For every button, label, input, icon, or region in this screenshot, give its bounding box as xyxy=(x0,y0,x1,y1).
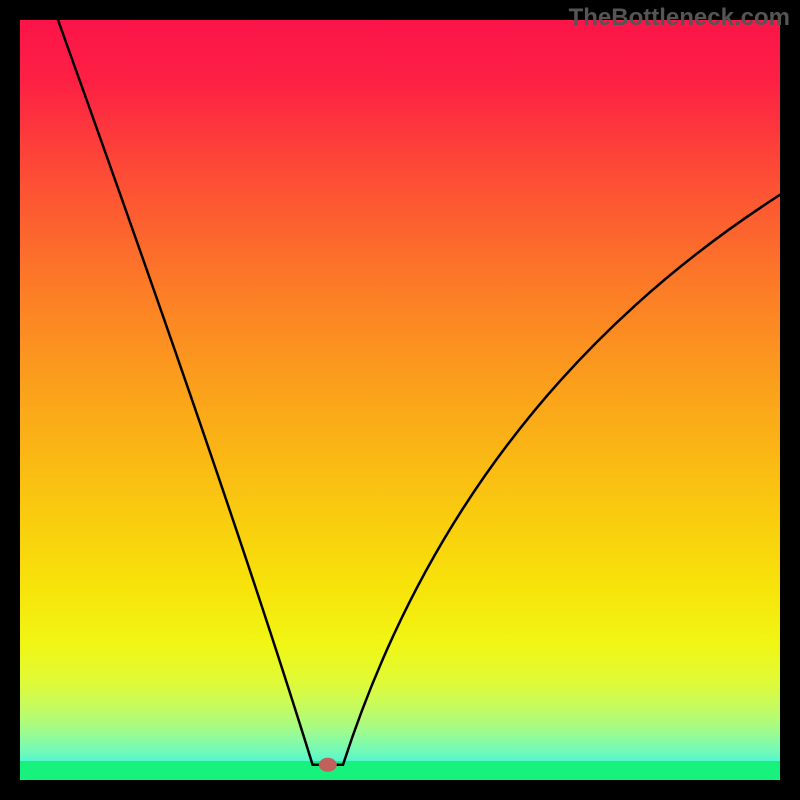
optimal-point-marker xyxy=(319,758,337,772)
chart-container: TheBottleneck.com xyxy=(0,0,800,800)
bottleneck-curve-chart xyxy=(0,0,800,800)
baseline-green-band xyxy=(20,761,780,780)
chart-background-gradient xyxy=(20,20,780,780)
watermark-text: TheBottleneck.com xyxy=(569,4,790,32)
